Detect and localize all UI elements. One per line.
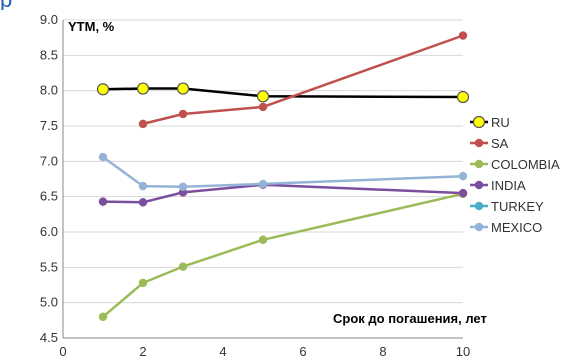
y-tick-label: 8.5 <box>40 47 58 62</box>
data-point-india <box>98 197 108 206</box>
legend-item-turkey: TURKEY <box>470 199 544 214</box>
data-point-ru <box>256 90 270 103</box>
legend-label-turkey: TURKEY <box>491 199 544 214</box>
y-tick-labels: 4.5 5.0 5.5 6.0 6.5 7.0 7.5 8.0 8.5 9.0 <box>40 12 58 345</box>
data-point-ru <box>176 82 190 95</box>
legend-item-colombia: COLOMBIA <box>470 157 560 172</box>
data-point-mexico <box>98 152 108 162</box>
legend-label-colombia: COLOMBIA <box>491 157 560 172</box>
legend-item-ru: RU <box>470 115 510 130</box>
data-point-sa <box>458 31 468 40</box>
y-tick-label: 9.0 <box>40 12 58 27</box>
legend-swatch-marker-sa <box>474 138 484 148</box>
x-tick-label: 6 <box>299 344 306 359</box>
data-point-sa <box>258 102 268 112</box>
data-point-colombia <box>98 312 108 322</box>
legend-swatch-marker-ru <box>472 115 486 129</box>
series-mexico <box>98 152 468 192</box>
series-ru <box>96 82 470 104</box>
x-tick-label: 0 <box>59 344 66 359</box>
data-point-sa <box>178 109 188 119</box>
legend-item-sa: SA <box>470 136 509 151</box>
y-tick-label: 6.0 <box>40 224 58 239</box>
data-point-mexico <box>178 182 188 192</box>
data-point-ru <box>456 90 470 104</box>
top-cut-off-header: р <box>0 0 570 10</box>
y-tick-label: 8.0 <box>40 83 58 98</box>
legend-label-ru: RU <box>491 115 510 130</box>
y-tick-label: 7.0 <box>40 153 58 168</box>
data-point-colombia <box>138 278 148 288</box>
legend: RU SA COLOMBIA INDIA TURKEY MEXICO <box>470 115 560 235</box>
data-point-mexico <box>138 181 148 191</box>
series-group <box>96 31 470 322</box>
x-tick-label: 8 <box>379 344 386 359</box>
series-india <box>98 180 468 207</box>
series-line-sa <box>142 34 464 126</box>
gridlines <box>63 19 463 304</box>
legend-swatch-marker-colombia <box>474 159 484 169</box>
data-point-ru <box>136 82 150 95</box>
series-colombia <box>98 189 468 322</box>
legend-label-india: INDIA <box>491 178 526 193</box>
legend-swatch-marker-mexico <box>474 222 484 232</box>
series-line-colombia <box>102 192 464 318</box>
y-tick-label: 7.5 <box>40 118 58 133</box>
x-tick-labels: 0 2 4 6 8 10 <box>59 344 470 359</box>
x-tick-label: 2 <box>139 344 146 359</box>
legend-item-india: INDIA <box>470 178 526 193</box>
y-tick-label: 5.0 <box>40 295 58 310</box>
data-point-mexico <box>258 179 268 189</box>
data-point-sa <box>138 119 148 129</box>
data-point-ru <box>96 83 110 96</box>
legend-label-mexico: MEXICO <box>491 220 542 235</box>
legend-label-sa: SA <box>491 136 509 151</box>
data-point-colombia <box>258 235 268 245</box>
x-tick-label: 4 <box>219 344 226 359</box>
x-axis-title: Срок до погашения, лет <box>333 311 487 326</box>
y-tick-label: 5.5 <box>40 259 58 274</box>
y-tick-label: 4.5 <box>40 330 58 345</box>
data-point-india <box>138 198 148 207</box>
series-sa <box>138 31 468 129</box>
axes <box>62 20 463 339</box>
x-tick-label: 10 <box>456 344 470 359</box>
legend-swatch-marker-india <box>474 180 484 190</box>
series-line-ru <box>102 87 464 99</box>
data-point-colombia <box>178 262 188 271</box>
data-point-mexico <box>458 171 468 181</box>
legend-swatch-marker-turkey <box>474 201 484 211</box>
header-partial-text: р <box>0 0 13 10</box>
legend-item-mexico: MEXICO <box>470 220 542 235</box>
y-axis-title: YTM, % <box>68 19 115 34</box>
y-tick-label: 6.5 <box>40 189 58 204</box>
data-point-india <box>458 188 468 198</box>
